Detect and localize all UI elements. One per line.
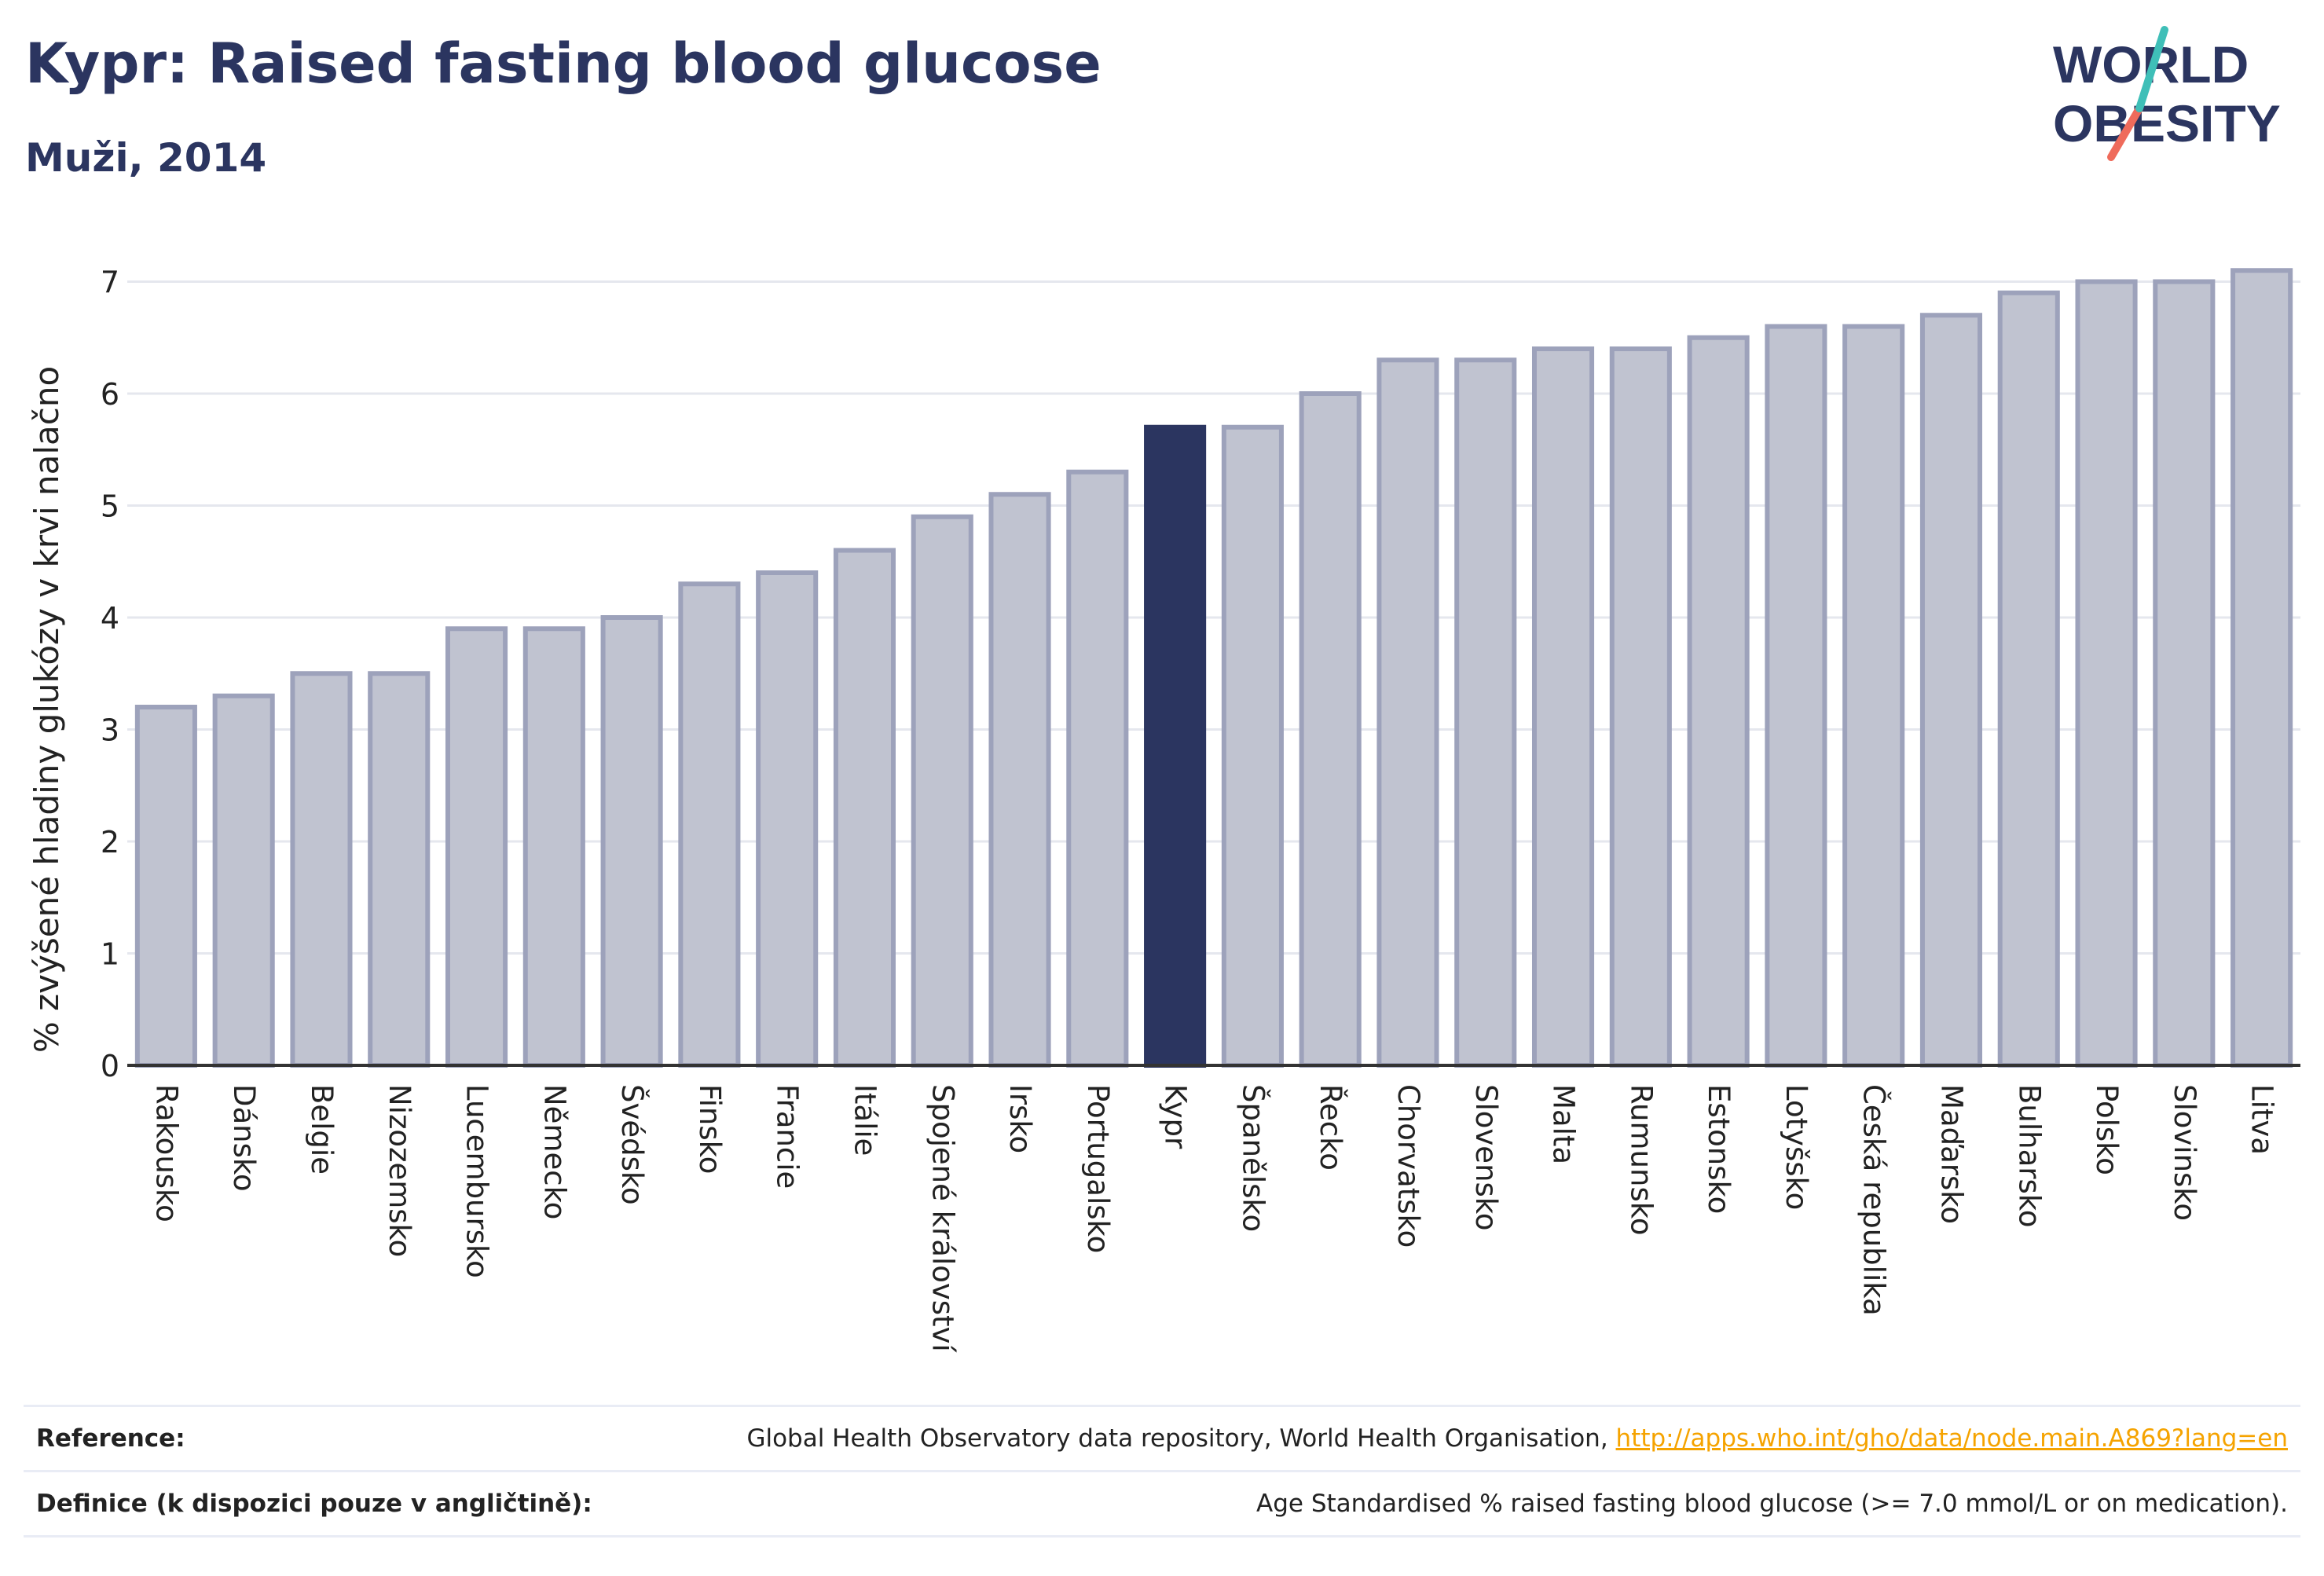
- x-tick-label: Švédsko: [615, 1084, 650, 1205]
- world-obesity-logo: WORLD OBESITY: [2053, 26, 2281, 161]
- bar-slovinsko[interactable]: [2153, 279, 2216, 1068]
- bar-nizozemsko[interactable]: [368, 671, 431, 1068]
- x-tick-label: Bulharsko: [2012, 1084, 2046, 1227]
- x-tick-label: Polsko: [2090, 1084, 2124, 1175]
- bar-chart: 0 1 2 3 4 5 6 7 Rakousko Dánsko Belgie Nizozemsko Lu…: [27, 266, 2300, 1353]
- y-tick-label: 0: [101, 1049, 119, 1083]
- definition-row: Definice (k dispozici pouze v angličtině…: [24, 1470, 2300, 1538]
- x-tick-label: Řecko: [1314, 1084, 1348, 1171]
- x-tick-label: Maďarsko: [1934, 1084, 1968, 1224]
- x-tick-label: Španělsko: [1236, 1084, 1270, 1232]
- bar-irsko[interactable]: [988, 492, 1051, 1068]
- x-tick-label: Finsko: [693, 1084, 727, 1174]
- bar-spojené-království[interactable]: [911, 514, 973, 1068]
- x-tick-label: Estonsko: [1702, 1084, 1736, 1214]
- bar-itálie[interactable]: [833, 548, 896, 1068]
- x-tick-label: Nizozemsko: [383, 1084, 416, 1257]
- x-tick-label: Itálie: [848, 1084, 882, 1156]
- y-tick-label: 5: [101, 489, 119, 524]
- x-tick-label: Lotyšsko: [1780, 1084, 1813, 1210]
- reference-value: Global Health Observatory data repositor…: [746, 1424, 2300, 1453]
- x-tick-label: Lucembursko: [460, 1084, 494, 1278]
- x-tick-label: Portugalsko: [1081, 1084, 1115, 1253]
- x-tick-label: Kypr: [1159, 1084, 1193, 1149]
- bar-portugalsko[interactable]: [1066, 469, 1129, 1068]
- x-tick-label: Rumunsko: [1624, 1084, 1658, 1235]
- bar-česká-republika[interactable]: [1842, 324, 1905, 1068]
- reference-text: Global Health Observatory data repositor…: [746, 1424, 1616, 1453]
- bar-švédsko[interactable]: [600, 615, 663, 1068]
- reference-link[interactable]: http://apps.who.int/gho/data/node.main.A…: [1615, 1424, 2288, 1453]
- x-tick-label: Malta: [1547, 1084, 1581, 1164]
- x-tick-label: Dánsko: [227, 1084, 261, 1192]
- x-tick-label: Chorvatsko: [1391, 1084, 1425, 1248]
- bar-bulharsko[interactable]: [1997, 290, 2060, 1068]
- bar-maďarsko[interactable]: [1919, 313, 1983, 1068]
- x-tick-label: Slovensko: [1469, 1084, 1503, 1231]
- y-tick-label: 3: [101, 713, 119, 748]
- x-tick-label: Irsko: [1003, 1084, 1037, 1153]
- y-tick-label: 2: [101, 825, 119, 859]
- bar-lucembursko[interactable]: [445, 626, 508, 1068]
- x-tick-label: Rakousko: [149, 1084, 183, 1222]
- reference-row: Reference: Global Health Observatory dat…: [24, 1405, 2300, 1470]
- bar-belgie[interactable]: [290, 671, 353, 1068]
- bar-chorvatsko[interactable]: [1376, 357, 1439, 1068]
- bar-dánsko[interactable]: [212, 693, 275, 1068]
- bar-slovensko[interactable]: [1454, 357, 1517, 1068]
- x-tick-label: Slovinsko: [2168, 1084, 2201, 1221]
- bar-španělsko[interactable]: [1221, 424, 1284, 1068]
- x-tick-label: Česká republika: [1857, 1084, 1892, 1316]
- x-tick-label: Francie: [771, 1084, 805, 1189]
- bar-kypr[interactable]: [1144, 424, 1207, 1068]
- reference-label: Reference:: [36, 1424, 185, 1453]
- bar-řecko[interactable]: [1299, 391, 1362, 1068]
- bar-francie[interactable]: [756, 570, 819, 1068]
- x-tick-label: Litva: [2245, 1084, 2279, 1155]
- y-tick-label: 1: [101, 937, 119, 972]
- bar-lotyšsko[interactable]: [1765, 324, 1827, 1068]
- bar-finsko[interactable]: [678, 581, 741, 1068]
- bar-rakousko[interactable]: [134, 705, 197, 1068]
- bar-malta[interactable]: [1531, 346, 1595, 1068]
- x-tick-label: Německo: [537, 1084, 571, 1219]
- bar-rumunsko[interactable]: [1609, 346, 1672, 1068]
- reference-table: Reference: Global Health Observatory dat…: [24, 1405, 2300, 1538]
- logo-line2: OBESITY: [2053, 94, 2281, 152]
- y-tick-label: 6: [101, 377, 119, 412]
- y-tick-label: 7: [101, 266, 119, 300]
- bar-estonsko[interactable]: [1687, 335, 1750, 1068]
- bar-německo[interactable]: [522, 626, 585, 1068]
- page-title: Kypr: Raised fasting blood glucose: [25, 31, 1102, 96]
- definition-value: Age Standardised % raised fasting blood …: [1256, 1490, 2288, 1518]
- y-axis-label: % zvýšené hladiny glukózy v krvi nalačno: [27, 366, 66, 1053]
- definition-label: Definice (k dispozici pouze v angličtině…: [36, 1490, 592, 1518]
- y-tick-label: 4: [101, 601, 119, 636]
- page-subtitle: Muži, 2014: [25, 135, 267, 181]
- x-tick-label: Spojené království: [926, 1084, 959, 1353]
- bar-litva[interactable]: [2231, 268, 2293, 1068]
- x-tick-label: Belgie: [305, 1084, 339, 1175]
- bar-polsko[interactable]: [2075, 279, 2138, 1068]
